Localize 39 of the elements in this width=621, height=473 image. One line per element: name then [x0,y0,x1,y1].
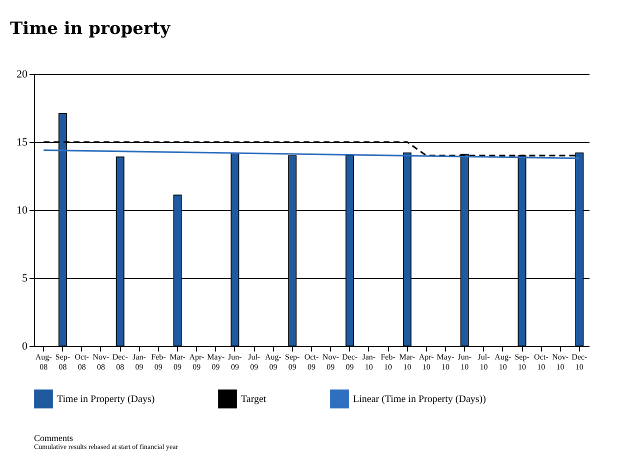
text: Comments [34,433,74,443]
x-tick-label: May-10 [436,352,454,372]
x-tick-label: Dec-08 [112,352,128,372]
x-tick-label: Sep-08 [55,352,70,372]
x-tick-label: Sep-09 [285,352,300,372]
x-tick-label: Oct-08 [74,352,90,372]
x-tick-label: Jun-10 [458,352,472,372]
x-tick-label: Jan-10 [362,352,376,372]
legend-label: Target [241,394,266,405]
x-tick-label: Nov-09 [322,352,340,372]
x-tick-label: Feb-10 [380,352,396,372]
x-tick-label: Apr-09 [189,352,204,372]
x-tick-label: May-09 [207,352,225,372]
y-tick-label: 5 [22,272,28,284]
chart-title: Time in property [10,19,172,39]
y-tick-label: 10 [16,204,28,216]
x-tick-label: Mar-09 [170,352,186,372]
x-tick-label: Apr-10 [418,352,434,372]
y-tick-label: 0 [22,340,28,352]
legend-label: Linear (Time in Property (Days)) [353,394,486,405]
x-tick-label: Jul-10 [478,352,490,372]
x-tick-label: Aug-08 [35,352,52,372]
x-tick-label: Jun-09 [228,352,242,372]
x-tick-label: Oct-09 [304,352,319,372]
x-tick-label: Dec-10 [572,352,588,372]
x-tick-label: Aug-09 [265,352,282,372]
y-tick-label: 15 [16,136,28,148]
x-tick-label: Jul-09 [248,352,260,372]
x-tick-label: Sep-10 [514,352,530,372]
x-tick-label: Nov-08 [92,352,110,372]
x-tick-label: Feb-09 [151,352,166,372]
legend-label: Time in Property (Days) [57,394,155,405]
x-tick-label: Mar-10 [399,352,416,372]
y-tick-label: 20 [16,68,28,80]
x-tick-label: Dec-09 [342,352,358,372]
x-tick-label: Aug-10 [494,352,512,372]
x-tick-label: Oct-10 [534,352,549,372]
x-tick-label: Jan-09 [132,352,146,372]
x-tick-label: Nov-10 [552,352,569,372]
